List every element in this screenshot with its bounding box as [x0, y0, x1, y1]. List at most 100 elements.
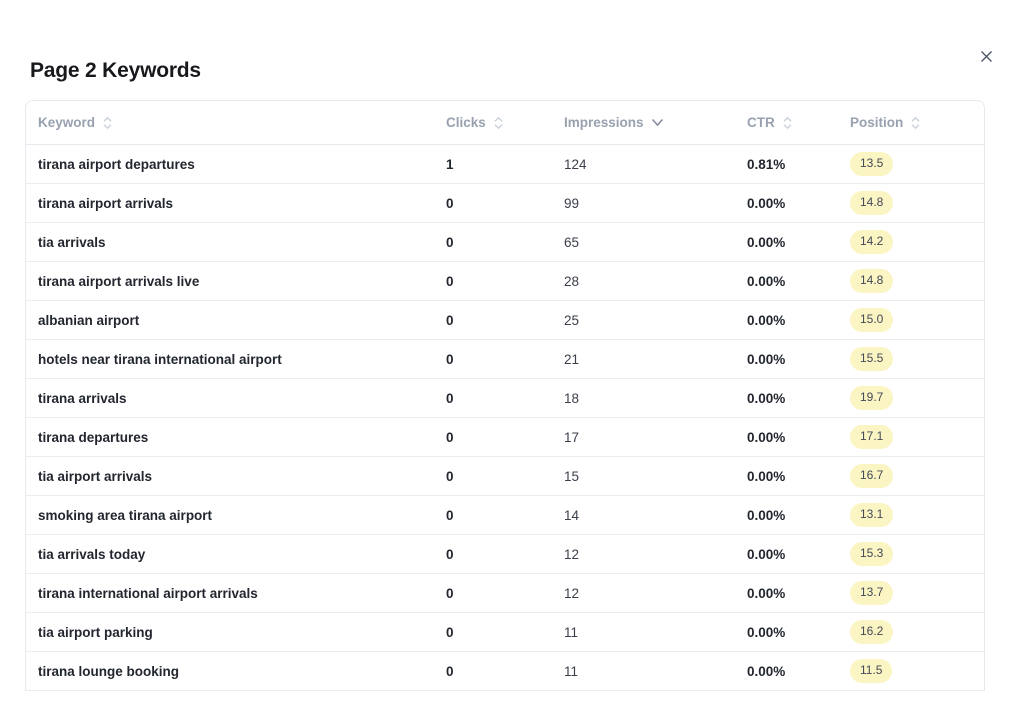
- keyword-cell: tirana lounge booking: [38, 663, 179, 679]
- close-icon: [980, 50, 993, 63]
- keyword-cell: tirana arrivals: [38, 390, 127, 406]
- ctr-cell: 0.81%: [747, 156, 786, 172]
- table-row: tirana airport departures 1 124 0.81% 13…: [26, 145, 984, 184]
- column-header-label: Keyword: [38, 115, 96, 130]
- sort-updown-icon: [493, 116, 504, 130]
- position-cell: 15.3: [850, 542, 984, 566]
- table-row: tirana lounge booking 0 11 0.00% 11.5: [26, 652, 984, 691]
- position-cell: 11.5: [850, 659, 984, 683]
- table-row: hotels near tirana international airport…: [26, 340, 984, 379]
- position-cell: 13.1: [850, 503, 984, 527]
- keyword-cell: albanian airport: [38, 312, 140, 328]
- column-header-position[interactable]: Position: [850, 115, 984, 130]
- table-row: tia airport arrivals 0 15 0.00% 16.7: [26, 457, 984, 496]
- position-badge: 13.7: [850, 581, 894, 605]
- keywords-table: Keyword Clicks Impressions CTR Position: [25, 100, 985, 691]
- column-header-keyword[interactable]: Keyword: [26, 115, 446, 130]
- position-cell: 14.2: [850, 230, 984, 254]
- keyword-cell: tirana airport arrivals live: [38, 273, 200, 289]
- position-cell: 14.8: [850, 269, 984, 293]
- page-title: Page 2 Keywords: [30, 59, 201, 82]
- keyword-cell: tirana airport departures: [38, 156, 195, 172]
- clicks-cell: 0: [446, 429, 454, 445]
- clicks-cell: 0: [446, 312, 454, 328]
- clicks-cell: 0: [446, 351, 454, 367]
- impressions-cell: 14: [564, 507, 580, 523]
- position-cell: 15.5: [850, 347, 984, 371]
- ctr-cell: 0.00%: [747, 195, 786, 211]
- close-button[interactable]: [976, 46, 996, 66]
- table-row: tirana airport arrivals live 0 28 0.00% …: [26, 262, 984, 301]
- clicks-cell: 0: [446, 546, 454, 562]
- position-cell: 16.7: [850, 464, 984, 488]
- clicks-cell: 0: [446, 624, 454, 640]
- position-badge: 17.1: [850, 425, 894, 449]
- table-row: tia arrivals today 0 12 0.00% 15.3: [26, 535, 984, 574]
- sort-updown-icon: [910, 116, 921, 130]
- column-header-ctr[interactable]: CTR: [747, 115, 850, 130]
- sort-updown-icon: [782, 116, 793, 130]
- column-header-label: CTR: [747, 115, 775, 130]
- impressions-cell: 28: [564, 273, 580, 289]
- position-badge: 13.5: [850, 152, 894, 176]
- position-badge: 14.2: [850, 230, 894, 254]
- keyword-cell: tia arrivals: [38, 234, 106, 250]
- ctr-cell: 0.00%: [747, 468, 786, 484]
- impressions-cell: 99: [564, 195, 580, 211]
- column-header-clicks[interactable]: Clicks: [446, 115, 564, 130]
- ctr-cell: 0.00%: [747, 585, 786, 601]
- keyword-cell: tirana airport arrivals: [38, 195, 174, 211]
- ctr-cell: 0.00%: [747, 429, 786, 445]
- ctr-cell: 0.00%: [747, 390, 786, 406]
- sort-descending-chevron-icon: [651, 118, 664, 127]
- clicks-cell: 0: [446, 234, 454, 250]
- clicks-cell: 0: [446, 273, 454, 289]
- table-row: tirana international airport arrivals 0 …: [26, 574, 984, 613]
- column-header-label: Impressions: [564, 115, 644, 130]
- impressions-cell: 25: [564, 312, 580, 328]
- table-row: smoking area tirana airport 0 14 0.00% 1…: [26, 496, 984, 535]
- keyword-cell: tia airport parking: [38, 624, 153, 640]
- impressions-cell: 11: [564, 624, 579, 640]
- position-badge: 15.5: [850, 347, 894, 371]
- keyword-cell: tia airport arrivals: [38, 468, 153, 484]
- clicks-cell: 0: [446, 507, 454, 523]
- keyword-cell: tia arrivals today: [38, 546, 146, 562]
- clicks-cell: 0: [446, 585, 454, 601]
- position-badge: 16.2: [850, 620, 894, 644]
- position-badge: 14.8: [850, 191, 894, 215]
- impressions-cell: 11: [564, 663, 579, 679]
- ctr-cell: 0.00%: [747, 507, 786, 523]
- position-badge: 11.5: [850, 659, 893, 683]
- clicks-cell: 1: [446, 156, 454, 172]
- clicks-cell: 0: [446, 390, 454, 406]
- position-cell: 13.7: [850, 581, 984, 605]
- position-cell: 19.7: [850, 386, 984, 410]
- position-cell: 14.8: [850, 191, 984, 215]
- impressions-cell: 12: [564, 585, 580, 601]
- ctr-cell: 0.00%: [747, 234, 786, 250]
- position-badge: 15.3: [850, 542, 894, 566]
- position-badge: 16.7: [850, 464, 894, 488]
- ctr-cell: 0.00%: [747, 663, 786, 679]
- position-badge: 15.0: [850, 308, 894, 332]
- impressions-cell: 18: [564, 390, 580, 406]
- clicks-cell: 0: [446, 663, 454, 679]
- ctr-cell: 0.00%: [747, 546, 786, 562]
- clicks-cell: 0: [446, 195, 454, 211]
- impressions-cell: 124: [564, 156, 587, 172]
- table-row: albanian airport 0 25 0.00% 15.0: [26, 301, 984, 340]
- position-badge: 19.7: [850, 386, 894, 410]
- table-row: tirana departures 0 17 0.00% 17.1: [26, 418, 984, 457]
- column-header-impressions[interactable]: Impressions: [564, 115, 747, 130]
- clicks-cell: 0: [446, 468, 454, 484]
- position-cell: 17.1: [850, 425, 984, 449]
- position-badge: 14.8: [850, 269, 894, 293]
- impressions-cell: 21: [564, 351, 580, 367]
- ctr-cell: 0.00%: [747, 273, 786, 289]
- table-row: tia arrivals 0 65 0.00% 14.2: [26, 223, 984, 262]
- keyword-cell: hotels near tirana international airport: [38, 351, 282, 367]
- keyword-cell: tirana departures: [38, 429, 149, 445]
- position-cell: 16.2: [850, 620, 984, 644]
- sort-updown-icon: [102, 116, 113, 130]
